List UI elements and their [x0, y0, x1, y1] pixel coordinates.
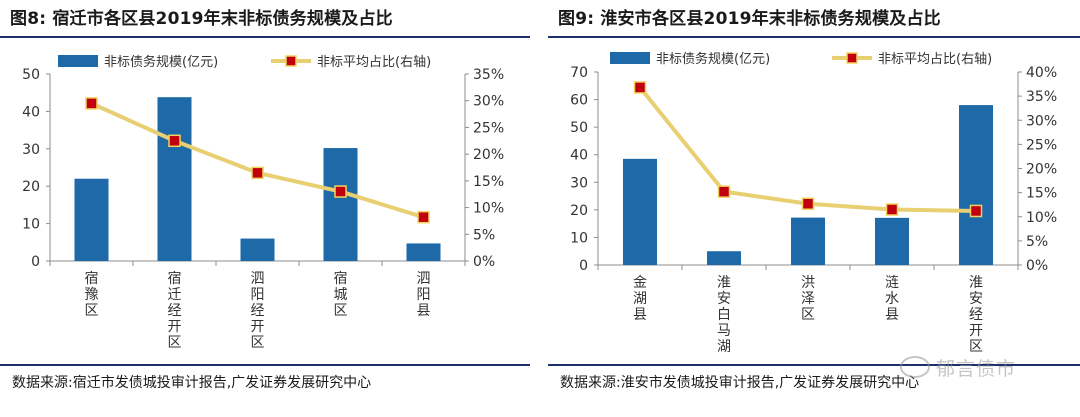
combo-chart-huaian: 0 10 20 30 40 50 60 70 0% 5% 10% 15% 20% 25% 30% 35% 40%…: [570, 51, 1057, 355]
right-tick-label: 0%: [1026, 258, 1048, 274]
line-point-金湖县: [633, 81, 647, 94]
x-category-label: 洪泽区: [801, 275, 815, 323]
bar-涟水县: [875, 217, 909, 265]
legend-label-bar: 非标债务规模(亿元): [104, 54, 218, 70]
line-point-洪泽区: [801, 197, 815, 210]
legend-swatch-bar: [610, 52, 650, 64]
right-tick-label: 30%: [473, 94, 504, 110]
right-tick-label: 20%: [473, 147, 504, 163]
line-point-宿迁经开区: [168, 134, 181, 148]
left-tick-label: 50: [570, 120, 588, 136]
left-tick-label: 20: [570, 203, 588, 219]
figure-title: 淮安市各区县2019年末非标债务规模及占比: [600, 9, 941, 29]
chart-title: 图9: 淮安市各区县2019年末非标债务规模及占比: [558, 4, 941, 29]
figure-label: 图8:: [10, 9, 47, 29]
legend-swatch-marker: [846, 52, 858, 64]
legend-label-line: 非标平均占比(右轴): [317, 55, 431, 70]
left-tick-label: 10: [22, 217, 40, 233]
source-note: 数据来源:宿迁市发债城投审计报告,广发证券发展研究中心: [12, 375, 372, 391]
line-point-宿豫区: [85, 97, 98, 110]
right-tick-label: 35%: [473, 67, 504, 83]
right-tick-label: 15%: [473, 174, 504, 190]
x-category-label: 泗阳县: [417, 271, 431, 319]
line-point-淮安经开区: [969, 204, 983, 218]
left-tick-label: 10: [570, 230, 588, 246]
right-tick-label: 5%: [1026, 234, 1048, 250]
figure-label: 图9:: [558, 9, 595, 29]
bar-宿豫区: [74, 178, 109, 261]
top-rule: [548, 36, 1080, 38]
x-category-label: 宿豫区: [85, 270, 99, 319]
left-tick-label: 40: [570, 148, 588, 164]
line-point-泗阳县: [417, 210, 430, 224]
bottom-rule: [0, 364, 530, 366]
bar-洪泽区: [791, 217, 825, 265]
x-category-label: 淮安白马湖: [717, 275, 731, 355]
bar-淮安白马湖: [707, 251, 741, 265]
left-tick-label: 0: [579, 258, 588, 274]
right-tick-label: 25%: [1026, 137, 1057, 153]
right-tick-label: 10%: [473, 201, 504, 217]
left-tick-label: 30: [22, 142, 40, 158]
right-tick-label: 10%: [1026, 210, 1057, 226]
line-series-ratio: [638, 86, 977, 213]
legend-label-line: 非标平均占比(右轴): [878, 52, 992, 67]
x-category-label: 宿城区: [334, 270, 348, 319]
line-series-ratio: [90, 101, 425, 220]
left-tick-label: 20: [22, 179, 40, 195]
right-tick-label: 0%: [473, 254, 495, 270]
bar-泗阳县: [406, 243, 441, 261]
figure-title: 宿迁市各区县2019年末非标债务规模及占比: [52, 9, 393, 29]
bar-淮安经开区: [959, 105, 993, 265]
x-category-label: 泗阳经开区: [251, 271, 265, 351]
right-tick-label: 25%: [473, 120, 504, 136]
chart-title: 图8: 宿迁市各区县2019年末非标债务规模及占比: [10, 4, 393, 29]
left-tick-label: 0: [31, 254, 40, 270]
right-tick-label: 40%: [1026, 65, 1057, 81]
right-tick-label: 30%: [1026, 113, 1057, 129]
chart-panel-huaian: 图9: 淮安市各区县2019年末非标债务规模及占比 0 10 20 30 40 50 60 7…: [548, 0, 1080, 417]
bar-宿城区: [323, 148, 358, 261]
x-category-label: 金湖县: [633, 275, 647, 323]
watermark-text: 郁言债市: [936, 358, 1017, 380]
right-tick-label: 35%: [1026, 89, 1057, 105]
left-tick-label: 30: [570, 175, 588, 191]
line-point-宿城区: [334, 185, 347, 198]
bar-泗阳经开区: [240, 238, 275, 261]
left-tick-label: 40: [22, 104, 40, 120]
left-tick-label: 70: [570, 65, 588, 81]
bottom-rule: [548, 364, 1080, 366]
right-tick-label: 20%: [1026, 162, 1057, 178]
x-category-label: 宿迁经开区: [168, 270, 182, 351]
left-tick-label: 50: [22, 67, 40, 83]
legend-swatch-marker: [285, 55, 297, 67]
line-point-淮安白马湖: [717, 185, 731, 198]
line-point-涟水县: [885, 203, 899, 216]
source-note: 数据来源:淮安市发债城投审计报告,广发证券发展研究中心: [560, 375, 920, 391]
x-category-label: 淮安经开区: [969, 275, 983, 355]
x-category-label: 涟水县: [885, 275, 899, 323]
top-rule: [0, 36, 530, 38]
chart-panel-suqian: 图8: 宿迁市各区县2019年末非标债务规模及占比 0 10 20 30 40 50 0% 5…: [0, 0, 530, 417]
line-point-泗阳经开区: [251, 166, 264, 180]
right-tick-label: 5%: [473, 227, 495, 243]
combo-chart-suqian: 0 10 20 30 40 50 0% 5% 10% 15% 20% 25% 30% 35% 宿豫区 宿迁经开…: [22, 54, 504, 351]
bar-宿迁经开区: [157, 97, 192, 261]
bar-金湖县: [623, 158, 657, 265]
left-tick-label: 60: [570, 93, 588, 109]
legend-swatch-bar: [58, 55, 98, 67]
legend-label-bar: 非标债务规模(亿元): [656, 51, 770, 67]
right-tick-label: 15%: [1026, 186, 1057, 202]
wechat-icon: [900, 356, 930, 378]
watermark: 郁言债市: [900, 354, 1016, 381]
